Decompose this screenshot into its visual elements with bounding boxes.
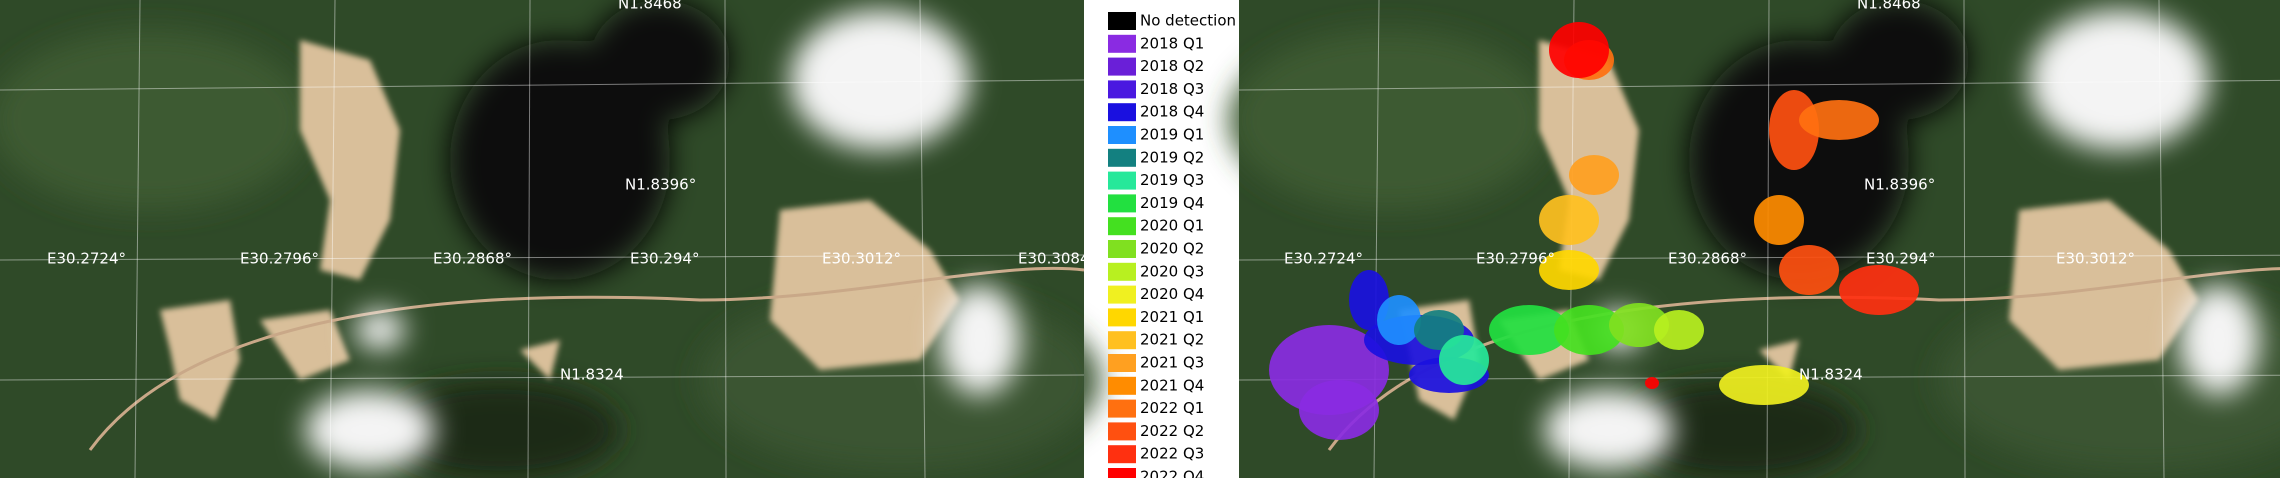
legend-swatch <box>1108 468 1136 478</box>
legend-label: 2021 Q3 <box>1140 354 1204 372</box>
legend-label: 2021 Q1 <box>1140 308 1204 326</box>
detection-area <box>1719 365 1809 405</box>
legend-label: 2019 Q2 <box>1140 148 1204 166</box>
legend-swatch <box>1108 34 1136 53</box>
longitude-label: E30.2868° <box>433 250 512 268</box>
legend-swatch <box>1108 103 1136 122</box>
detection-area <box>1554 305 1624 355</box>
longitude-label: E30.2724° <box>47 250 126 268</box>
legend-label: 2022 Q1 <box>1140 399 1204 417</box>
detection-area <box>1377 295 1421 345</box>
legend-swatch <box>1108 57 1136 76</box>
legend-label: 2018 Q4 <box>1140 103 1204 121</box>
latitude-label: N1.8396° <box>625 176 696 194</box>
longitude-label: E30.294° <box>1866 250 1935 268</box>
legend-swatch <box>1108 171 1136 190</box>
legend-swatch <box>1108 240 1136 258</box>
detection-area <box>1539 250 1599 290</box>
latitude-label: N1.8468 <box>1857 0 1921 13</box>
legend-swatch <box>1108 148 1136 167</box>
detection-area <box>1439 335 1489 385</box>
legend-label: 2018 Q2 <box>1140 57 1204 75</box>
legend: No detection 2018 Q1 2018 Q2 2018 Q3 2018 Q4… <box>1108 12 1236 478</box>
detection-area <box>1754 195 1804 245</box>
detection-area <box>1489 305 1569 355</box>
legend-swatch <box>1108 126 1136 144</box>
detection-area <box>1839 265 1919 315</box>
legend-label: 2019 Q1 <box>1140 126 1204 144</box>
detection-area <box>1299 380 1379 440</box>
legend-swatch <box>1108 422 1136 441</box>
legend-swatch <box>1108 331 1136 350</box>
longitude-label: E30.2796° <box>240 250 319 268</box>
latitude-label: N1.8468 <box>618 0 682 13</box>
legend-label: 2022 Q3 <box>1140 445 1204 463</box>
legend-swatch <box>1108 194 1136 213</box>
legend-label: 2022 Q4 <box>1140 468 1204 478</box>
legend-label: 2022 Q2 <box>1140 422 1204 440</box>
legend-label: 2021 Q4 <box>1140 376 1204 394</box>
latitude-label: N1.8396° <box>1864 176 1935 194</box>
legend-swatch <box>1108 354 1136 372</box>
legend-label: 2018 Q1 <box>1140 34 1204 52</box>
detection-area <box>1569 155 1619 195</box>
longitude-label: E30.2868° <box>1668 250 1747 268</box>
legend-swatch <box>1108 399 1136 418</box>
legend-swatch <box>1108 445 1136 464</box>
coordinate-labels: N1.8468 N1.8396° N1.8324 E30.2724° E30.2796°… <box>47 0 2135 384</box>
left-map <box>0 0 1100 478</box>
detection-area <box>1539 195 1599 245</box>
legend-swatch <box>1108 262 1136 281</box>
detection-area <box>1549 22 1609 78</box>
legend-swatch <box>1108 217 1136 236</box>
legend-label: 2020 Q1 <box>1140 217 1204 235</box>
detection-area <box>1654 310 1704 350</box>
legend-label: 2018 Q3 <box>1140 80 1204 98</box>
longitude-label: E30.2796° <box>1476 250 1555 268</box>
legend-label: 2019 Q3 <box>1140 171 1204 189</box>
legend-label: 2019 Q4 <box>1140 194 1204 212</box>
longitude-label: E30.3012° <box>822 250 901 268</box>
legend-label: 2020 Q2 <box>1140 240 1204 258</box>
latitude-label: N1.8324 <box>1799 366 1863 384</box>
longitude-label: E30.2724° <box>1284 250 1363 268</box>
detection-area <box>1645 377 1659 389</box>
longitude-label: E30.294° <box>630 250 699 268</box>
legend-swatch <box>1108 308 1136 327</box>
legend-swatch <box>1108 285 1136 304</box>
legend-label: 2020 Q4 <box>1140 285 1204 303</box>
legend-swatch <box>1108 80 1136 99</box>
legend-label: 2020 Q3 <box>1140 262 1204 280</box>
detection-area <box>1799 100 1879 140</box>
legend-swatch <box>1108 376 1136 395</box>
legend-label: No detection <box>1140 12 1236 30</box>
longitude-label: E30.3012° <box>2056 250 2135 268</box>
legend-label: 2021 Q2 <box>1140 331 1204 349</box>
detection-area <box>1609 303 1669 347</box>
longitude-label: E30.3084° <box>1018 250 1097 268</box>
detection-area <box>1779 245 1839 295</box>
legend-swatch <box>1108 12 1136 30</box>
right-map <box>1229 0 2280 478</box>
latitude-label: N1.8324 <box>560 366 624 384</box>
